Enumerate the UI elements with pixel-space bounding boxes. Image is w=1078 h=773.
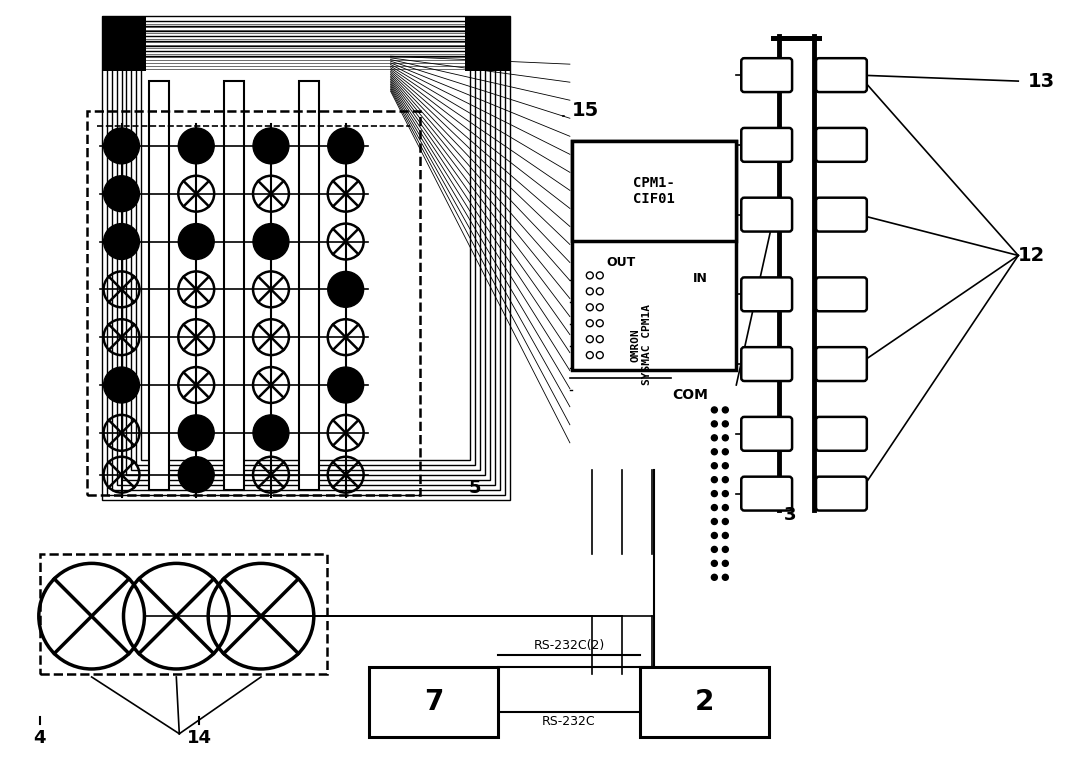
Circle shape bbox=[711, 421, 717, 427]
Bar bbox=[40, 554, 327, 674]
Circle shape bbox=[711, 574, 717, 581]
Circle shape bbox=[711, 505, 717, 510]
Bar bbox=[116, 31, 495, 485]
Circle shape bbox=[711, 519, 717, 525]
Bar bbox=[101, 16, 510, 499]
Text: OMRON
SYSMAC CPM1A: OMRON SYSMAC CPM1A bbox=[631, 305, 652, 385]
Bar bbox=[299, 81, 319, 489]
Circle shape bbox=[711, 463, 717, 468]
Circle shape bbox=[722, 519, 729, 525]
Circle shape bbox=[711, 491, 717, 496]
Circle shape bbox=[722, 421, 729, 427]
Bar bbox=[101, 16, 147, 71]
Text: 5: 5 bbox=[468, 478, 481, 496]
Circle shape bbox=[711, 477, 717, 482]
Circle shape bbox=[253, 223, 289, 260]
FancyBboxPatch shape bbox=[742, 128, 792, 162]
Bar bbox=[141, 56, 470, 460]
Text: RS-232C: RS-232C bbox=[542, 715, 596, 728]
Circle shape bbox=[711, 533, 717, 539]
Text: COM: COM bbox=[673, 388, 708, 402]
Circle shape bbox=[722, 533, 729, 539]
Circle shape bbox=[711, 547, 717, 553]
FancyBboxPatch shape bbox=[742, 477, 792, 510]
Circle shape bbox=[722, 449, 729, 455]
Circle shape bbox=[178, 457, 215, 492]
FancyBboxPatch shape bbox=[742, 417, 792, 451]
Text: 3: 3 bbox=[784, 506, 797, 523]
Bar bbox=[572, 141, 736, 240]
Circle shape bbox=[253, 415, 289, 451]
Bar bbox=[126, 41, 485, 475]
Bar bbox=[86, 111, 420, 495]
Bar bbox=[369, 667, 498, 737]
Text: 13: 13 bbox=[1028, 72, 1055, 90]
Circle shape bbox=[722, 547, 729, 553]
FancyBboxPatch shape bbox=[816, 278, 867, 312]
Bar bbox=[466, 16, 510, 71]
Circle shape bbox=[722, 435, 729, 441]
Bar bbox=[572, 141, 736, 370]
Circle shape bbox=[103, 128, 139, 164]
Text: RS-232C(2): RS-232C(2) bbox=[534, 638, 605, 652]
FancyBboxPatch shape bbox=[742, 278, 792, 312]
Circle shape bbox=[711, 435, 717, 441]
Text: IN: IN bbox=[693, 273, 707, 285]
Circle shape bbox=[328, 367, 363, 403]
Bar bbox=[132, 46, 480, 470]
FancyBboxPatch shape bbox=[816, 477, 867, 510]
Text: CPM1-
CIF01: CPM1- CIF01 bbox=[633, 175, 675, 206]
Text: 14: 14 bbox=[186, 729, 211, 747]
Text: 15: 15 bbox=[572, 101, 599, 121]
FancyBboxPatch shape bbox=[742, 347, 792, 381]
Circle shape bbox=[722, 477, 729, 482]
FancyBboxPatch shape bbox=[816, 198, 867, 232]
Circle shape bbox=[103, 175, 139, 212]
Circle shape bbox=[711, 407, 717, 413]
Text: 7: 7 bbox=[424, 688, 443, 716]
Bar bbox=[224, 81, 244, 489]
Circle shape bbox=[328, 271, 363, 308]
Circle shape bbox=[103, 223, 139, 260]
Bar bbox=[122, 36, 490, 480]
Circle shape bbox=[103, 367, 139, 403]
Text: 12: 12 bbox=[1019, 246, 1046, 265]
Circle shape bbox=[722, 491, 729, 496]
Circle shape bbox=[722, 560, 729, 567]
FancyBboxPatch shape bbox=[742, 58, 792, 92]
Circle shape bbox=[711, 560, 717, 567]
Bar bbox=[137, 51, 475, 465]
Circle shape bbox=[711, 449, 717, 455]
FancyBboxPatch shape bbox=[816, 58, 867, 92]
Bar bbox=[771, 36, 823, 41]
Circle shape bbox=[722, 463, 729, 468]
Circle shape bbox=[328, 128, 363, 164]
Bar bbox=[107, 22, 506, 495]
FancyBboxPatch shape bbox=[816, 347, 867, 381]
Circle shape bbox=[722, 574, 729, 581]
Bar bbox=[639, 667, 770, 737]
FancyBboxPatch shape bbox=[816, 128, 867, 162]
Text: OUT: OUT bbox=[607, 256, 636, 269]
Circle shape bbox=[178, 223, 215, 260]
Circle shape bbox=[253, 128, 289, 164]
Text: 4: 4 bbox=[33, 729, 46, 747]
FancyBboxPatch shape bbox=[816, 417, 867, 451]
Circle shape bbox=[722, 407, 729, 413]
Circle shape bbox=[722, 505, 729, 510]
Bar bbox=[111, 26, 500, 489]
Text: 2: 2 bbox=[694, 688, 714, 716]
FancyBboxPatch shape bbox=[742, 198, 792, 232]
Bar bbox=[150, 81, 169, 489]
Circle shape bbox=[178, 128, 215, 164]
Circle shape bbox=[178, 415, 215, 451]
